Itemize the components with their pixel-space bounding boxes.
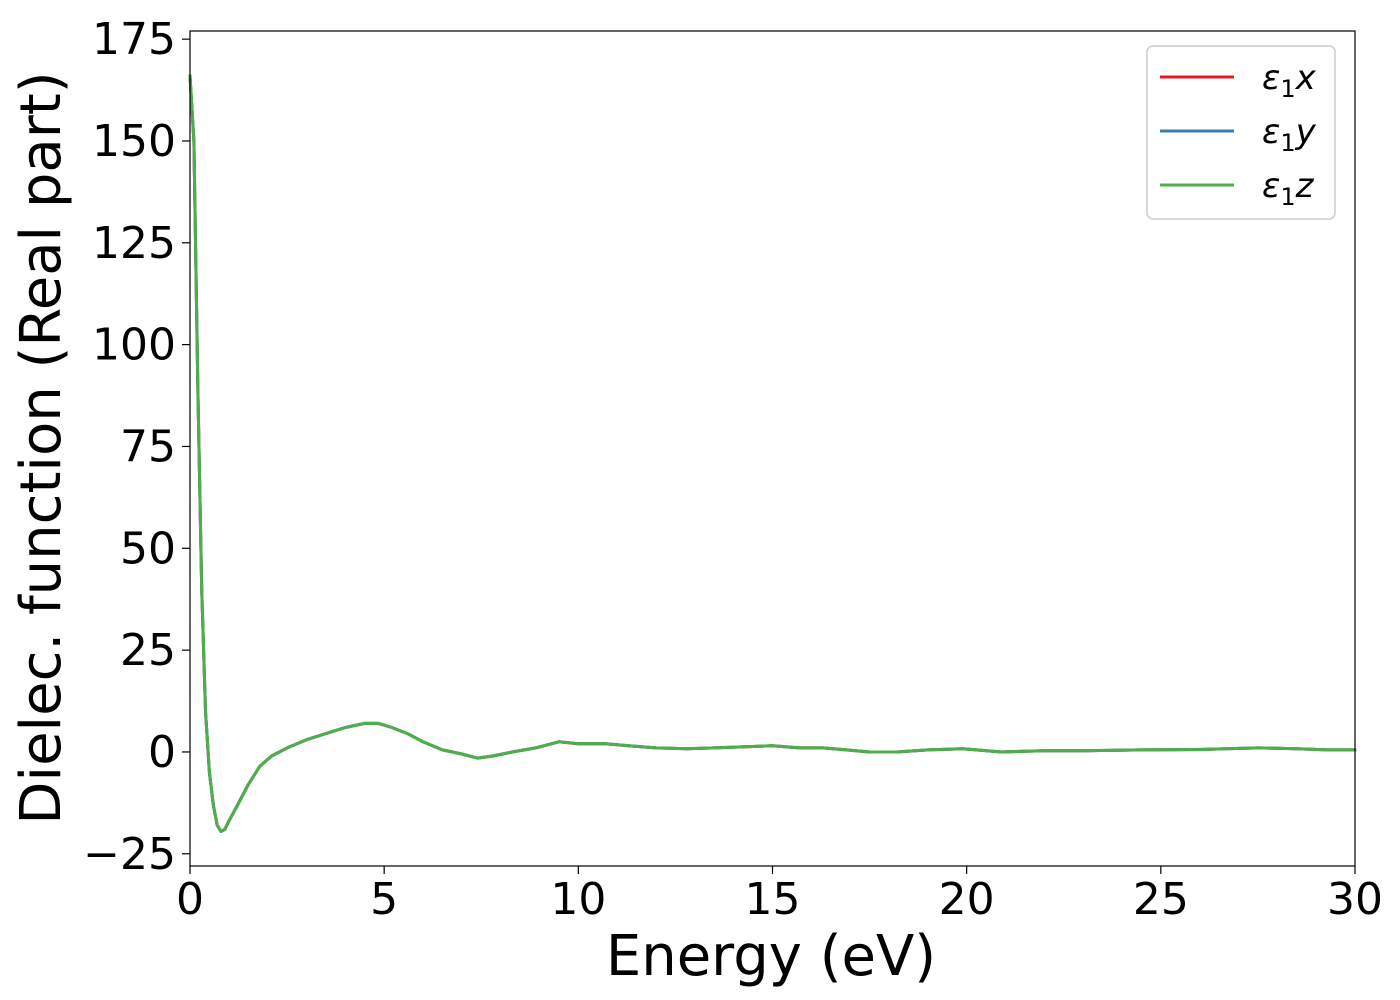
legend-label-x: ε1x [1262, 58, 1317, 103]
y-tick-label: 150 [92, 116, 176, 167]
legend: ε1x ε1y ε1z [1146, 45, 1336, 220]
legend-label-z: ε1z [1262, 166, 1315, 211]
y-tick-label: 75 [120, 421, 176, 472]
y-tick-label: 100 [92, 320, 176, 371]
y-tick-label: 175 [92, 14, 176, 65]
x-tick-label: 15 [745, 874, 801, 925]
legend-label-y: ε1y [1262, 112, 1317, 157]
x-tick-label: 25 [1133, 874, 1189, 925]
x-tick-label: 10 [550, 874, 606, 925]
y-tick-label: 50 [120, 523, 176, 574]
y-tick-label: 0 [148, 727, 176, 778]
legend-box [1146, 45, 1336, 220]
x-tick-label: 5 [370, 874, 398, 925]
x-axis-label: Energy (eV) [606, 924, 936, 989]
x-tick-label: 20 [939, 874, 995, 925]
y-tick-label: 25 [120, 625, 176, 676]
x-tick-label: 0 [176, 874, 204, 925]
series-layer [188, 74, 1357, 833]
y-axis-label: Dielec. function (Real part) [9, 71, 74, 824]
y-tick-label: −25 [83, 829, 176, 880]
x-tick-label: 30 [1327, 874, 1383, 925]
y-tick-label: 125 [92, 218, 176, 269]
series-line-z [188, 74, 1357, 833]
